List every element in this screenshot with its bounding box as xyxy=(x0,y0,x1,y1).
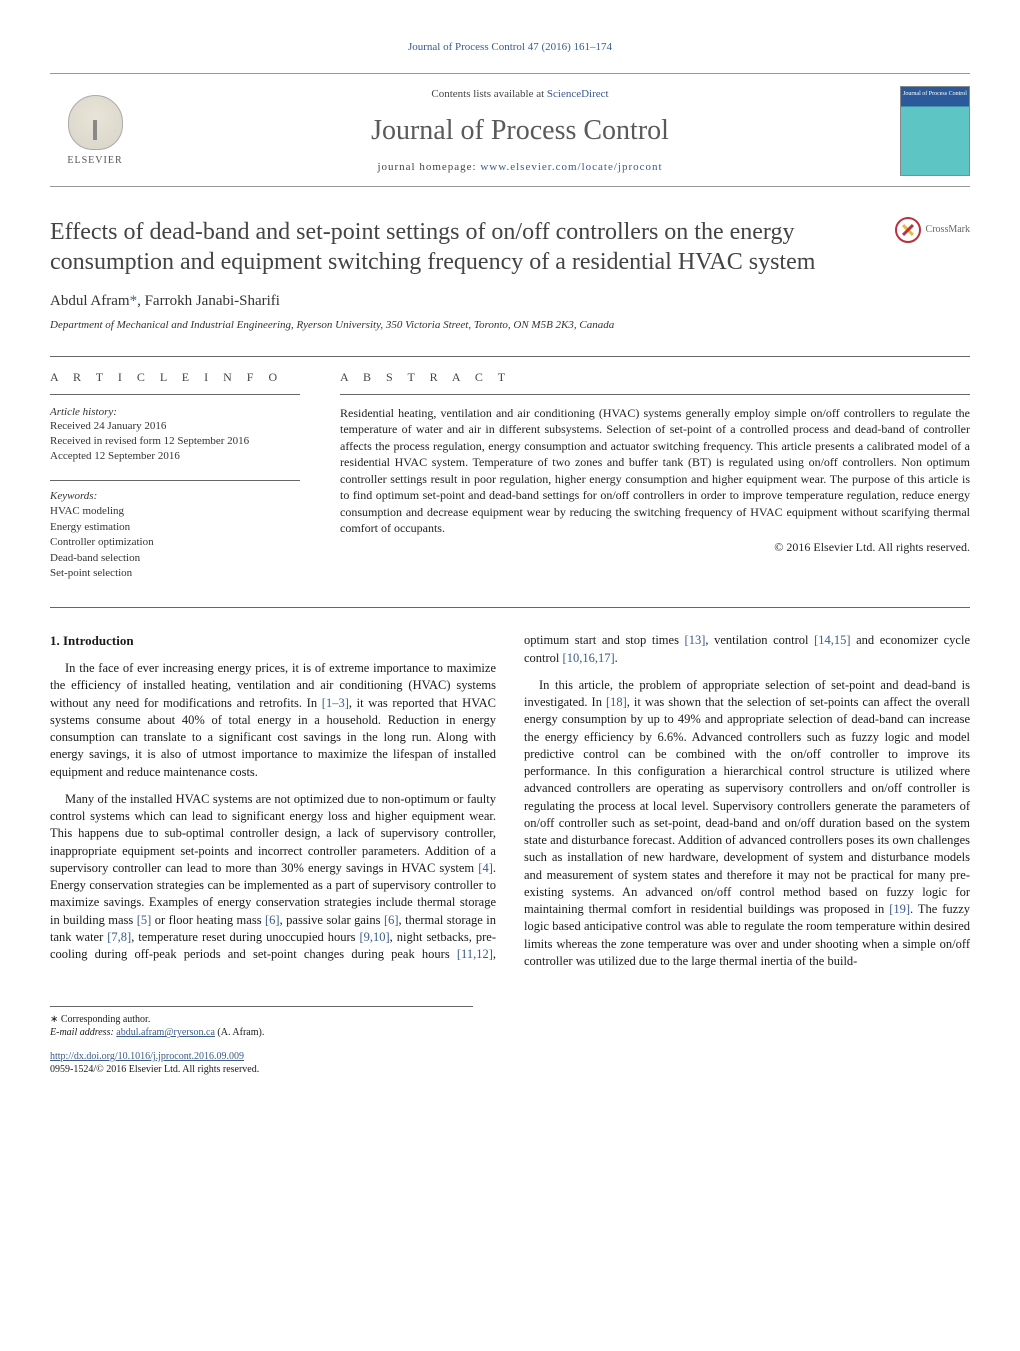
ref-link[interactable]: [18] xyxy=(606,695,627,709)
ref-link[interactable]: [13] xyxy=(685,633,706,647)
author-2: , Farrokh Janabi-Sharifi xyxy=(137,293,280,309)
section-1-heading: 1. Introduction xyxy=(50,632,496,650)
ref-link[interactable]: [9,10] xyxy=(359,930,389,944)
keyword: Energy estimation xyxy=(50,520,300,535)
ref-link[interactable]: [10,16,17] xyxy=(563,651,615,665)
keyword: Dead-band selection xyxy=(50,551,300,566)
keyword: Set-point selection xyxy=(50,566,300,581)
accepted-date: Accepted 12 September 2016 xyxy=(50,449,300,464)
abstract-heading: A B S T R A C T xyxy=(340,369,970,395)
email-link[interactable]: abdul.afram@ryerson.ca xyxy=(116,1027,215,1038)
article-body: 1. Introduction In the face of ever incr… xyxy=(50,632,970,971)
history-label: Article history: xyxy=(50,405,300,420)
article-history: Article history: Received 24 January 201… xyxy=(50,405,300,464)
ref-link[interactable]: [19] xyxy=(889,902,910,916)
keyword: HVAC modeling xyxy=(50,504,300,519)
crossmark-icon xyxy=(895,217,921,243)
homepage-link[interactable]: www.elsevier.com/locate/jprocont xyxy=(480,161,662,173)
article-info-heading: A R T I C L E I N F O xyxy=(50,369,300,395)
keywords-block: Keywords: HVAC modeling Energy estimatio… xyxy=(50,480,300,581)
ref-link[interactable]: [4] xyxy=(478,861,493,875)
article-info-column: A R T I C L E I N F O Article history: R… xyxy=(50,369,300,582)
journal-name: Journal of Process Control xyxy=(140,111,900,150)
journal-cover-thumb: Journal of Process Control xyxy=(900,86,970,176)
article-title: Effects of dead-band and set-point setti… xyxy=(50,217,875,277)
sciencedirect-link[interactable]: ScienceDirect xyxy=(547,88,609,100)
ref-link[interactable]: [11,12] xyxy=(457,947,493,961)
doi-link[interactable]: http://dx.doi.org/10.1016/j.jprocont.201… xyxy=(50,1051,244,1062)
ref-link[interactable]: [6] xyxy=(384,913,399,927)
crossmark-badge[interactable]: CrossMark xyxy=(895,217,970,243)
page-footer: ∗ Corresponding author. E-mail address: … xyxy=(50,1006,473,1077)
abstract-column: A B S T R A C T Residential heating, ven… xyxy=(340,369,970,582)
elsevier-wordmark: ELSEVIER xyxy=(67,154,122,168)
abstract-body: Residential heating, ventilation and air… xyxy=(340,406,970,536)
abstract-text: Residential heating, ventilation and air… xyxy=(340,405,970,556)
homepage-prefix: journal homepage: xyxy=(377,161,480,173)
received-date: Received 24 January 2016 xyxy=(50,419,300,434)
cover-label: Journal of Process Control xyxy=(903,91,967,98)
ref-link[interactable]: [14,15] xyxy=(814,633,850,647)
keyword: Controller optimization xyxy=(50,535,300,550)
email-line: E-mail address: abdul.afram@ryerson.ca (… xyxy=(50,1026,473,1040)
para-3: In this article, the problem of appropri… xyxy=(524,677,970,970)
keywords-label: Keywords: xyxy=(50,489,300,504)
elsevier-logo: ELSEVIER xyxy=(50,86,140,176)
elsevier-tree-icon xyxy=(68,95,123,150)
corresponding-author-note: ∗ Corresponding author. xyxy=(50,1013,473,1027)
ref-link[interactable]: [5] xyxy=(137,913,152,927)
issn-copyright: 0959-1524/© 2016 Elsevier Ltd. All right… xyxy=(50,1063,473,1077)
rule-below-abstract xyxy=(50,607,970,608)
contents-lists-line: Contents lists available at ScienceDirec… xyxy=(140,87,900,102)
abstract-copyright: © 2016 Elsevier Ltd. All rights reserved… xyxy=(340,539,970,556)
ref-link[interactable]: [6] xyxy=(265,913,280,927)
contents-bar: ELSEVIER Contents lists available at Sci… xyxy=(50,73,970,187)
rule-above-meta xyxy=(50,356,970,357)
ref-link[interactable]: [7,8] xyxy=(107,930,131,944)
revised-date: Received in revised form 12 September 20… xyxy=(50,434,300,449)
author-1: Abdul Afram xyxy=(50,293,130,309)
affiliation: Department of Mechanical and Industrial … xyxy=(50,318,970,333)
authors: Abdul Afram*, Farrokh Janabi-Sharifi xyxy=(50,291,970,312)
corresponding-marker: * xyxy=(130,293,138,309)
contents-prefix: Contents lists available at xyxy=(431,88,546,100)
ref-link[interactable]: [1–3] xyxy=(322,696,349,710)
crossmark-label: CrossMark xyxy=(926,223,970,237)
para-1: In the face of ever increasing energy pr… xyxy=(50,660,496,781)
homepage-line: journal homepage: www.elsevier.com/locat… xyxy=(140,160,900,175)
running-header: Journal of Process Control 47 (2016) 161… xyxy=(50,40,970,55)
